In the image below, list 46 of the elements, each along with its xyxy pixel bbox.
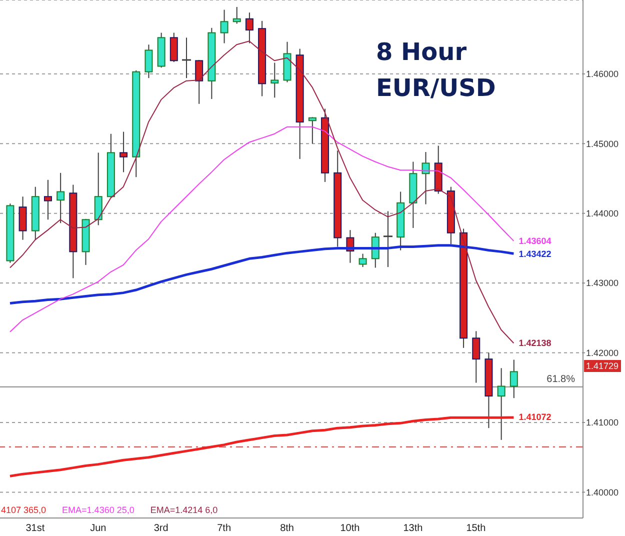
x-tick-label: 10th xyxy=(340,523,360,534)
candlestick xyxy=(472,330,480,384)
y-tick-label: 1.42000 xyxy=(586,348,619,358)
candlestick xyxy=(120,131,128,173)
candlestick xyxy=(56,172,65,224)
y-tick-label: 1.40000 xyxy=(586,487,619,498)
candlestick xyxy=(170,32,178,63)
candlestick xyxy=(232,6,241,24)
data-label: 1.41072 xyxy=(518,411,552,424)
candlestick xyxy=(358,253,367,268)
y-tick-label: 1.41000 xyxy=(586,418,619,428)
y-tick-label: 1.43000 xyxy=(586,278,619,288)
candlestick xyxy=(308,116,316,144)
data-label: 1.42138 xyxy=(518,337,552,350)
data-label: 1.43422 xyxy=(518,248,552,260)
x-tick-label: 7th xyxy=(217,523,232,534)
text: 1.41729 xyxy=(584,360,621,372)
annotation: 61.8% xyxy=(546,374,575,386)
candlestick xyxy=(510,359,518,399)
x-tick-label: 15th xyxy=(466,523,486,534)
candlestick xyxy=(18,196,27,240)
x-tick-label: 3rd xyxy=(154,523,168,534)
y-tick-label: 1.45000 xyxy=(586,138,619,149)
x-tick-label: 13th xyxy=(403,523,423,534)
candlestick xyxy=(270,62,279,98)
x-tick-label: Jun xyxy=(90,523,106,534)
candlestick xyxy=(245,12,254,44)
text: EMA=1.4214 6,0 xyxy=(150,505,218,516)
data-label: 1.43604 xyxy=(518,234,552,247)
candlestick xyxy=(144,44,153,79)
text: EMA=1.4360 25,0 xyxy=(62,505,134,516)
candlestick xyxy=(220,9,228,44)
y-tick-label: 1.44000 xyxy=(586,208,619,219)
text: 8 Hour EUR/USD xyxy=(376,37,497,104)
candlestick xyxy=(497,368,506,440)
candlestick xyxy=(195,59,204,104)
candlestick xyxy=(44,179,52,220)
line-series xyxy=(8,416,515,478)
x-tick-label: 8th xyxy=(280,523,294,534)
line-series xyxy=(9,126,514,332)
line-series xyxy=(9,40,514,344)
x-tick-label: 31st xyxy=(26,523,45,534)
y-tick-label: 1.46000 xyxy=(586,69,619,80)
candlestick xyxy=(94,152,102,226)
text: 4107 365,0 xyxy=(1,505,46,516)
candlestick xyxy=(422,151,430,205)
